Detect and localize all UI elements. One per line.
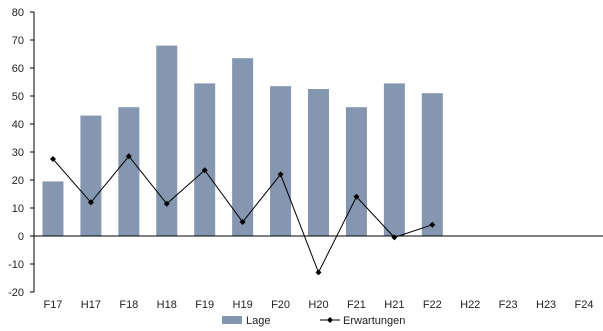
x-tick-label: H19 — [233, 299, 253, 311]
legend-marker-erwartungen — [327, 317, 333, 323]
bar-H21 — [383, 83, 405, 237]
legend-label-erwartungen: Erwartungen — [343, 315, 405, 327]
x-tick-label: F24 — [575, 299, 594, 311]
bar-F21 — [345, 107, 367, 236]
x-tick-label: H17 — [81, 299, 101, 311]
y-tick-label: 80 — [12, 7, 24, 19]
legend-label-lage: Lage — [246, 315, 270, 327]
point-H19 — [239, 219, 246, 225]
bar-F19 — [194, 83, 216, 237]
y-tick-label: -10 — [8, 259, 24, 271]
bar-F18 — [118, 107, 140, 236]
bar-F20 — [270, 86, 292, 236]
point-F20 — [277, 171, 284, 178]
y-tick-label: -20 — [8, 287, 24, 299]
point-F21 — [353, 193, 360, 200]
x-tick-label: F18 — [119, 299, 138, 311]
point-H17 — [87, 199, 94, 206]
bar-series-lage — [42, 45, 443, 237]
y-tick-label: 0 — [18, 231, 24, 243]
bar-H19 — [232, 58, 254, 237]
y-tick-label: 40 — [12, 119, 24, 131]
bar-H20 — [308, 89, 329, 236]
bar-F22 — [421, 93, 443, 236]
legend: Lage Erwartungen — [222, 315, 405, 327]
bar-F17 — [42, 181, 64, 236]
x-tick-label: F21 — [347, 299, 366, 311]
point-H21 — [391, 234, 398, 241]
x-tick-label: F19 — [195, 299, 214, 311]
x-tick-label: F22 — [423, 299, 442, 311]
x-tick-label: H20 — [308, 299, 328, 311]
line-series-erwartungen — [49, 153, 436, 276]
point-H18 — [163, 200, 170, 207]
point-H20 — [315, 269, 322, 276]
x-tick-label: H18 — [157, 299, 177, 311]
point-F19 — [201, 167, 208, 174]
x-tick-label: F20 — [271, 299, 290, 311]
y-tick-label: 70 — [12, 35, 24, 47]
axes — [30, 11, 603, 293]
bar-H18 — [156, 45, 178, 236]
point-F17 — [49, 156, 56, 162]
point-F18 — [125, 153, 132, 160]
y-tick-label: 20 — [12, 175, 24, 187]
x-tick-label: H21 — [384, 299, 404, 311]
point-F22 — [429, 221, 436, 228]
x-axis-ticks: F17 H17 F18 H18 F19 H19 F20 H20 F21 H21 F22 H22 F23 H… — [43, 299, 593, 311]
y-tick-label: 10 — [12, 203, 24, 215]
y-tick-label: 50 — [12, 91, 24, 103]
x-tick-label: F17 — [43, 299, 62, 311]
legend-swatch-lage — [222, 316, 242, 324]
y-axis-ticks: -20 -10 0 10 20 30 40 50 60 70 80 — [8, 7, 24, 299]
x-tick-label: F23 — [499, 299, 518, 311]
x-tick-label: H23 — [536, 299, 556, 311]
y-tick-label: 60 — [12, 63, 24, 75]
y-tick-label: 30 — [12, 147, 24, 159]
x-tick-label: H22 — [460, 299, 480, 311]
bar-H17 — [80, 115, 102, 236]
